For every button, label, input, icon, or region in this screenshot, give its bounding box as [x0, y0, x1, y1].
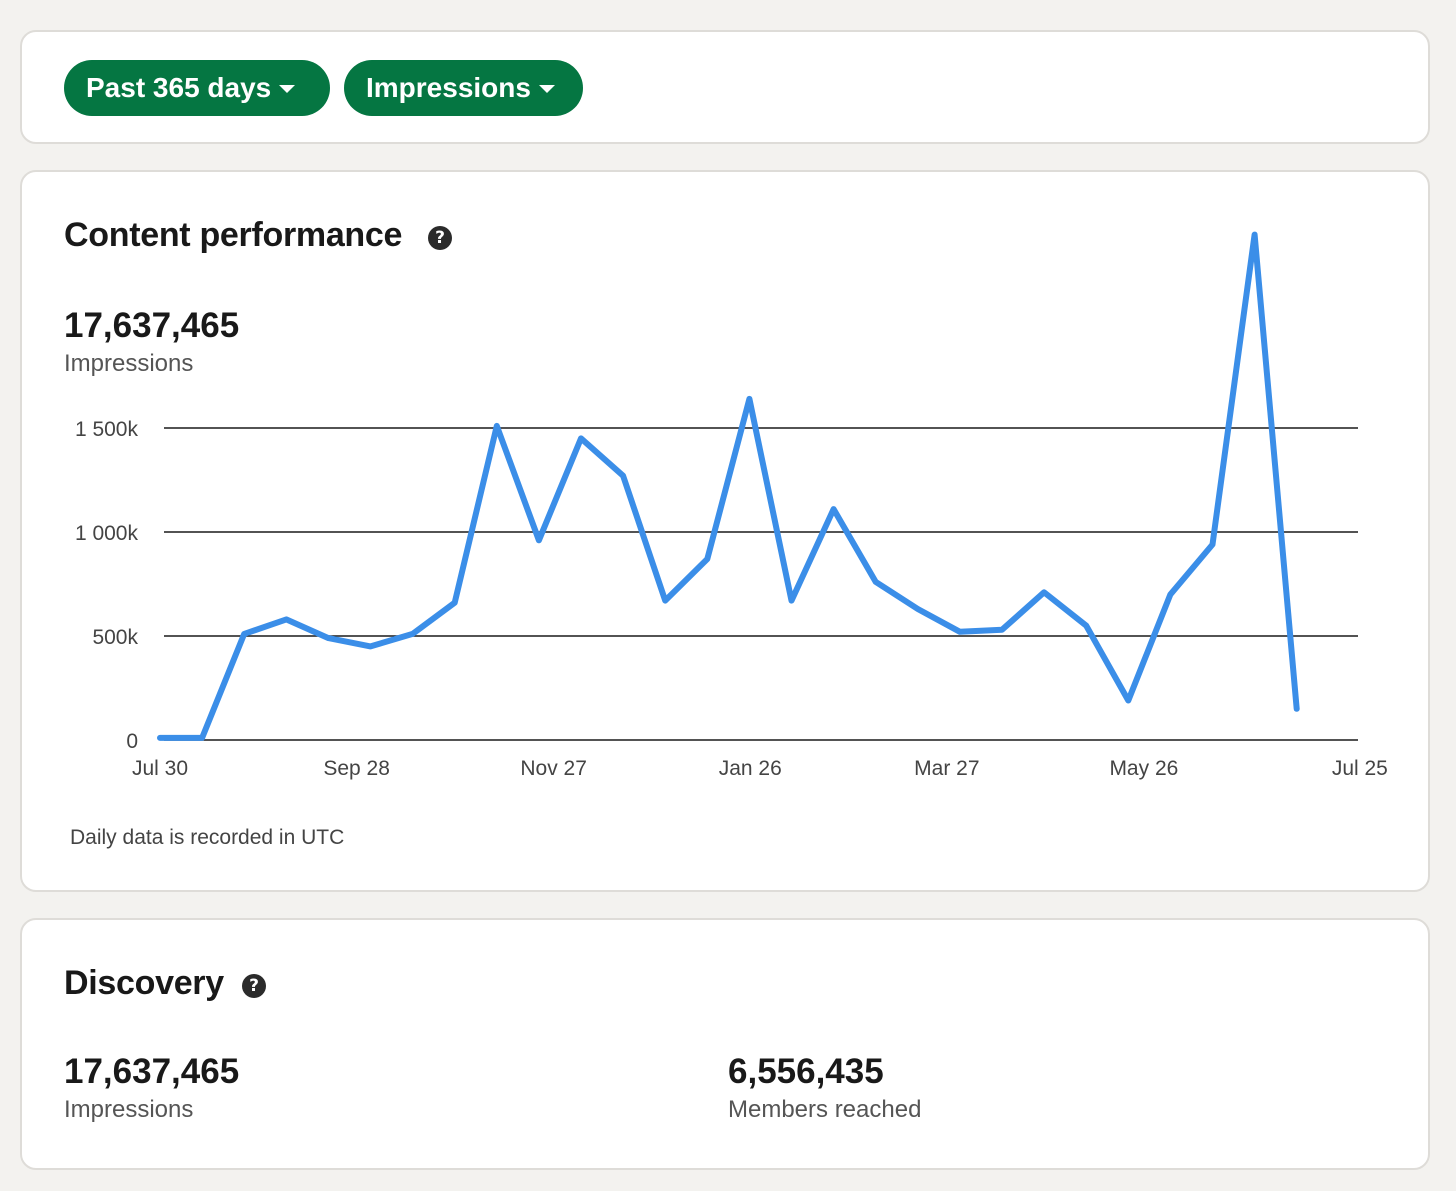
impressions-line-chart: 0 500k 1 000k 1 500k Jul 30 Sep 28 Nov 27 Jan … [75, 231, 1388, 780]
discovery-title: Discovery [64, 964, 224, 1002]
content-performance-title: Content performance [64, 216, 403, 254]
metric-dropdown[interactable]: Impressions [344, 60, 583, 116]
y-tick-label: 1 500k [75, 418, 139, 441]
x-tick-label: Nov 27 [520, 757, 587, 780]
members-reached-value: 6,556,435 [728, 1052, 884, 1091]
x-tick-label: May 26 [1109, 757, 1178, 780]
discovery-impressions-label: Impressions [64, 1096, 194, 1123]
caret-down-icon [279, 85, 296, 93]
impressions-series-line [157, 231, 1300, 741]
y-tick-label: 500k [92, 626, 138, 649]
members-reached-label: Members reached [728, 1096, 922, 1123]
date-range-dropdown[interactable]: Past 365 days [64, 60, 330, 116]
total-impressions-label: Impressions [64, 350, 194, 377]
x-tick-label: Jul 30 [132, 757, 188, 780]
help-icon[interactable]: ? [242, 974, 266, 998]
help-icon[interactable]: ? [428, 226, 452, 250]
content-performance-card: 0 500k 1 000k 1 500k Jul 30 Sep 28 Nov 27 Jan … [20, 170, 1430, 892]
x-tick-label: Mar 27 [914, 757, 979, 780]
date-range-label: Past 365 days [86, 72, 272, 103]
metric-label: Impressions [366, 72, 531, 103]
total-impressions-value: 17,637,465 [64, 306, 240, 345]
y-tick-label: 1 000k [75, 522, 139, 545]
x-tick-label: Jul 25 [1332, 757, 1388, 780]
y-tick-label: 0 [126, 730, 138, 753]
discovery-card: Discovery ? 17,637,465 Impressions 6,556… [20, 918, 1430, 1170]
caret-down-icon [538, 85, 555, 93]
x-tick-label: Jan 26 [719, 757, 782, 780]
x-tick-label: Sep 28 [323, 757, 390, 780]
filter-bar: Past 365 days Impressions [20, 30, 1430, 144]
discovery-impressions-value: 17,637,465 [64, 1052, 240, 1091]
utc-footnote: Daily data is recorded in UTC [70, 826, 345, 849]
